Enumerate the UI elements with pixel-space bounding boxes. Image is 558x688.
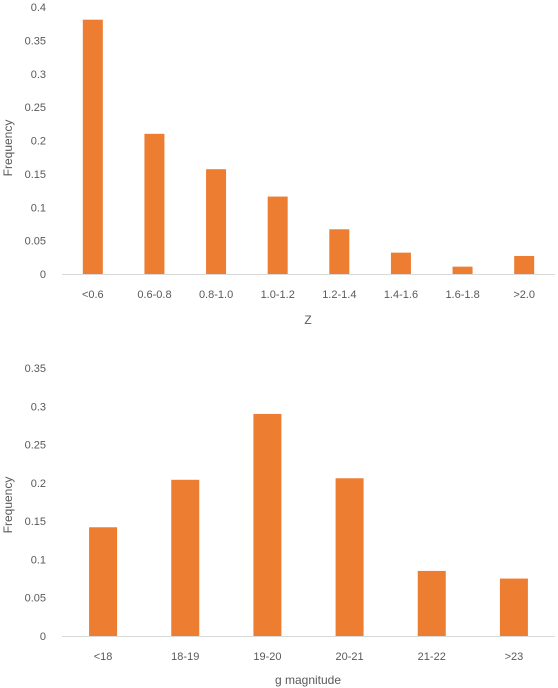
bar <box>267 196 288 274</box>
bar <box>253 413 282 636</box>
y-axis-title: Frequency <box>1 120 15 177</box>
y-tick-label: 0.3 <box>31 401 46 413</box>
x-tick-label: <18 <box>94 651 113 663</box>
x-tick-label: 1.0-1.2 <box>261 289 295 301</box>
bar <box>499 578 528 636</box>
bar <box>335 478 364 636</box>
x-tick-label: 0.6-0.8 <box>137 289 171 301</box>
x-axis-title: g magnitude <box>275 673 341 687</box>
x-axis: <0.6 0.6-0.8 0.8-1.0 1.0-1.2 1.2-1.4 1.4-1.6 1… <box>82 289 535 301</box>
y-tick-label: 0.05 <box>25 593 46 605</box>
x-tick-label: 1.6-1.8 <box>445 289 479 301</box>
x-tick-label: 1.2-1.4 <box>322 289 356 301</box>
y-tick-label: 0.2 <box>31 478 46 490</box>
bar <box>417 570 446 636</box>
y-tick-label: 0 <box>40 631 46 643</box>
y-tick-label: 0.25 <box>25 102 46 114</box>
y-tick-label: 0.1 <box>31 554 46 566</box>
y-tick-label: 0.3 <box>31 69 46 81</box>
bars <box>82 19 535 275</box>
x-tick-label: 18-19 <box>171 651 199 663</box>
bar <box>390 252 411 274</box>
x-tick-label: >23 <box>505 651 524 663</box>
y-axis: 0 0.05 0.1 0.15 0.2 0.25 0.3 0.35 <box>25 363 46 643</box>
y-tick-label: 0.15 <box>25 516 46 528</box>
bar <box>82 19 103 275</box>
y-tick-label: 0.4 <box>31 2 46 14</box>
x-axis: <18 18-19 19-20 20-21 21-22 >23 <box>94 651 524 663</box>
y-tick-label: 0.1 <box>31 202 46 214</box>
g-magnitude-frequency-chart: 0 0.05 0.1 0.15 0.2 0.25 0.3 0.35 <18 18-19 19-20… <box>1 363 555 687</box>
x-tick-label: >2.0 <box>513 289 535 301</box>
y-tick-label: 0.2 <box>31 136 46 148</box>
x-tick-label: 21-22 <box>418 651 446 663</box>
y-tick-label: 0.35 <box>25 35 46 47</box>
bar <box>329 229 350 274</box>
x-tick-label: 19-20 <box>253 651 281 663</box>
y-tick-label: 0.25 <box>25 440 46 452</box>
bar <box>452 266 473 274</box>
bar <box>206 169 227 274</box>
bar <box>171 479 200 636</box>
y-tick-label: 0 <box>40 269 46 281</box>
x-tick-label: <0.6 <box>82 289 104 301</box>
y-tick-label: 0.05 <box>25 236 46 248</box>
x-axis-title: Z <box>304 313 311 327</box>
x-tick-label: 1.4-1.6 <box>384 289 418 301</box>
bar <box>514 255 535 274</box>
bar <box>89 527 118 636</box>
x-tick-label: 0.8-1.0 <box>199 289 233 301</box>
y-axis: 0 0.05 0.1 0.15 0.2 0.25 0.3 0.35 0.4 <box>25 2 46 281</box>
bars <box>89 413 528 636</box>
y-tick-label: 0.35 <box>25 363 46 375</box>
z-frequency-chart: 0 0.05 0.1 0.15 0.2 0.25 0.3 0.35 0.4 <0.6 0.6-0.… <box>1 2 555 327</box>
x-tick-label: 20-21 <box>336 651 364 663</box>
bar <box>144 133 165 274</box>
y-tick-label: 0.15 <box>25 169 46 181</box>
y-axis-title: Frequency <box>1 477 15 534</box>
